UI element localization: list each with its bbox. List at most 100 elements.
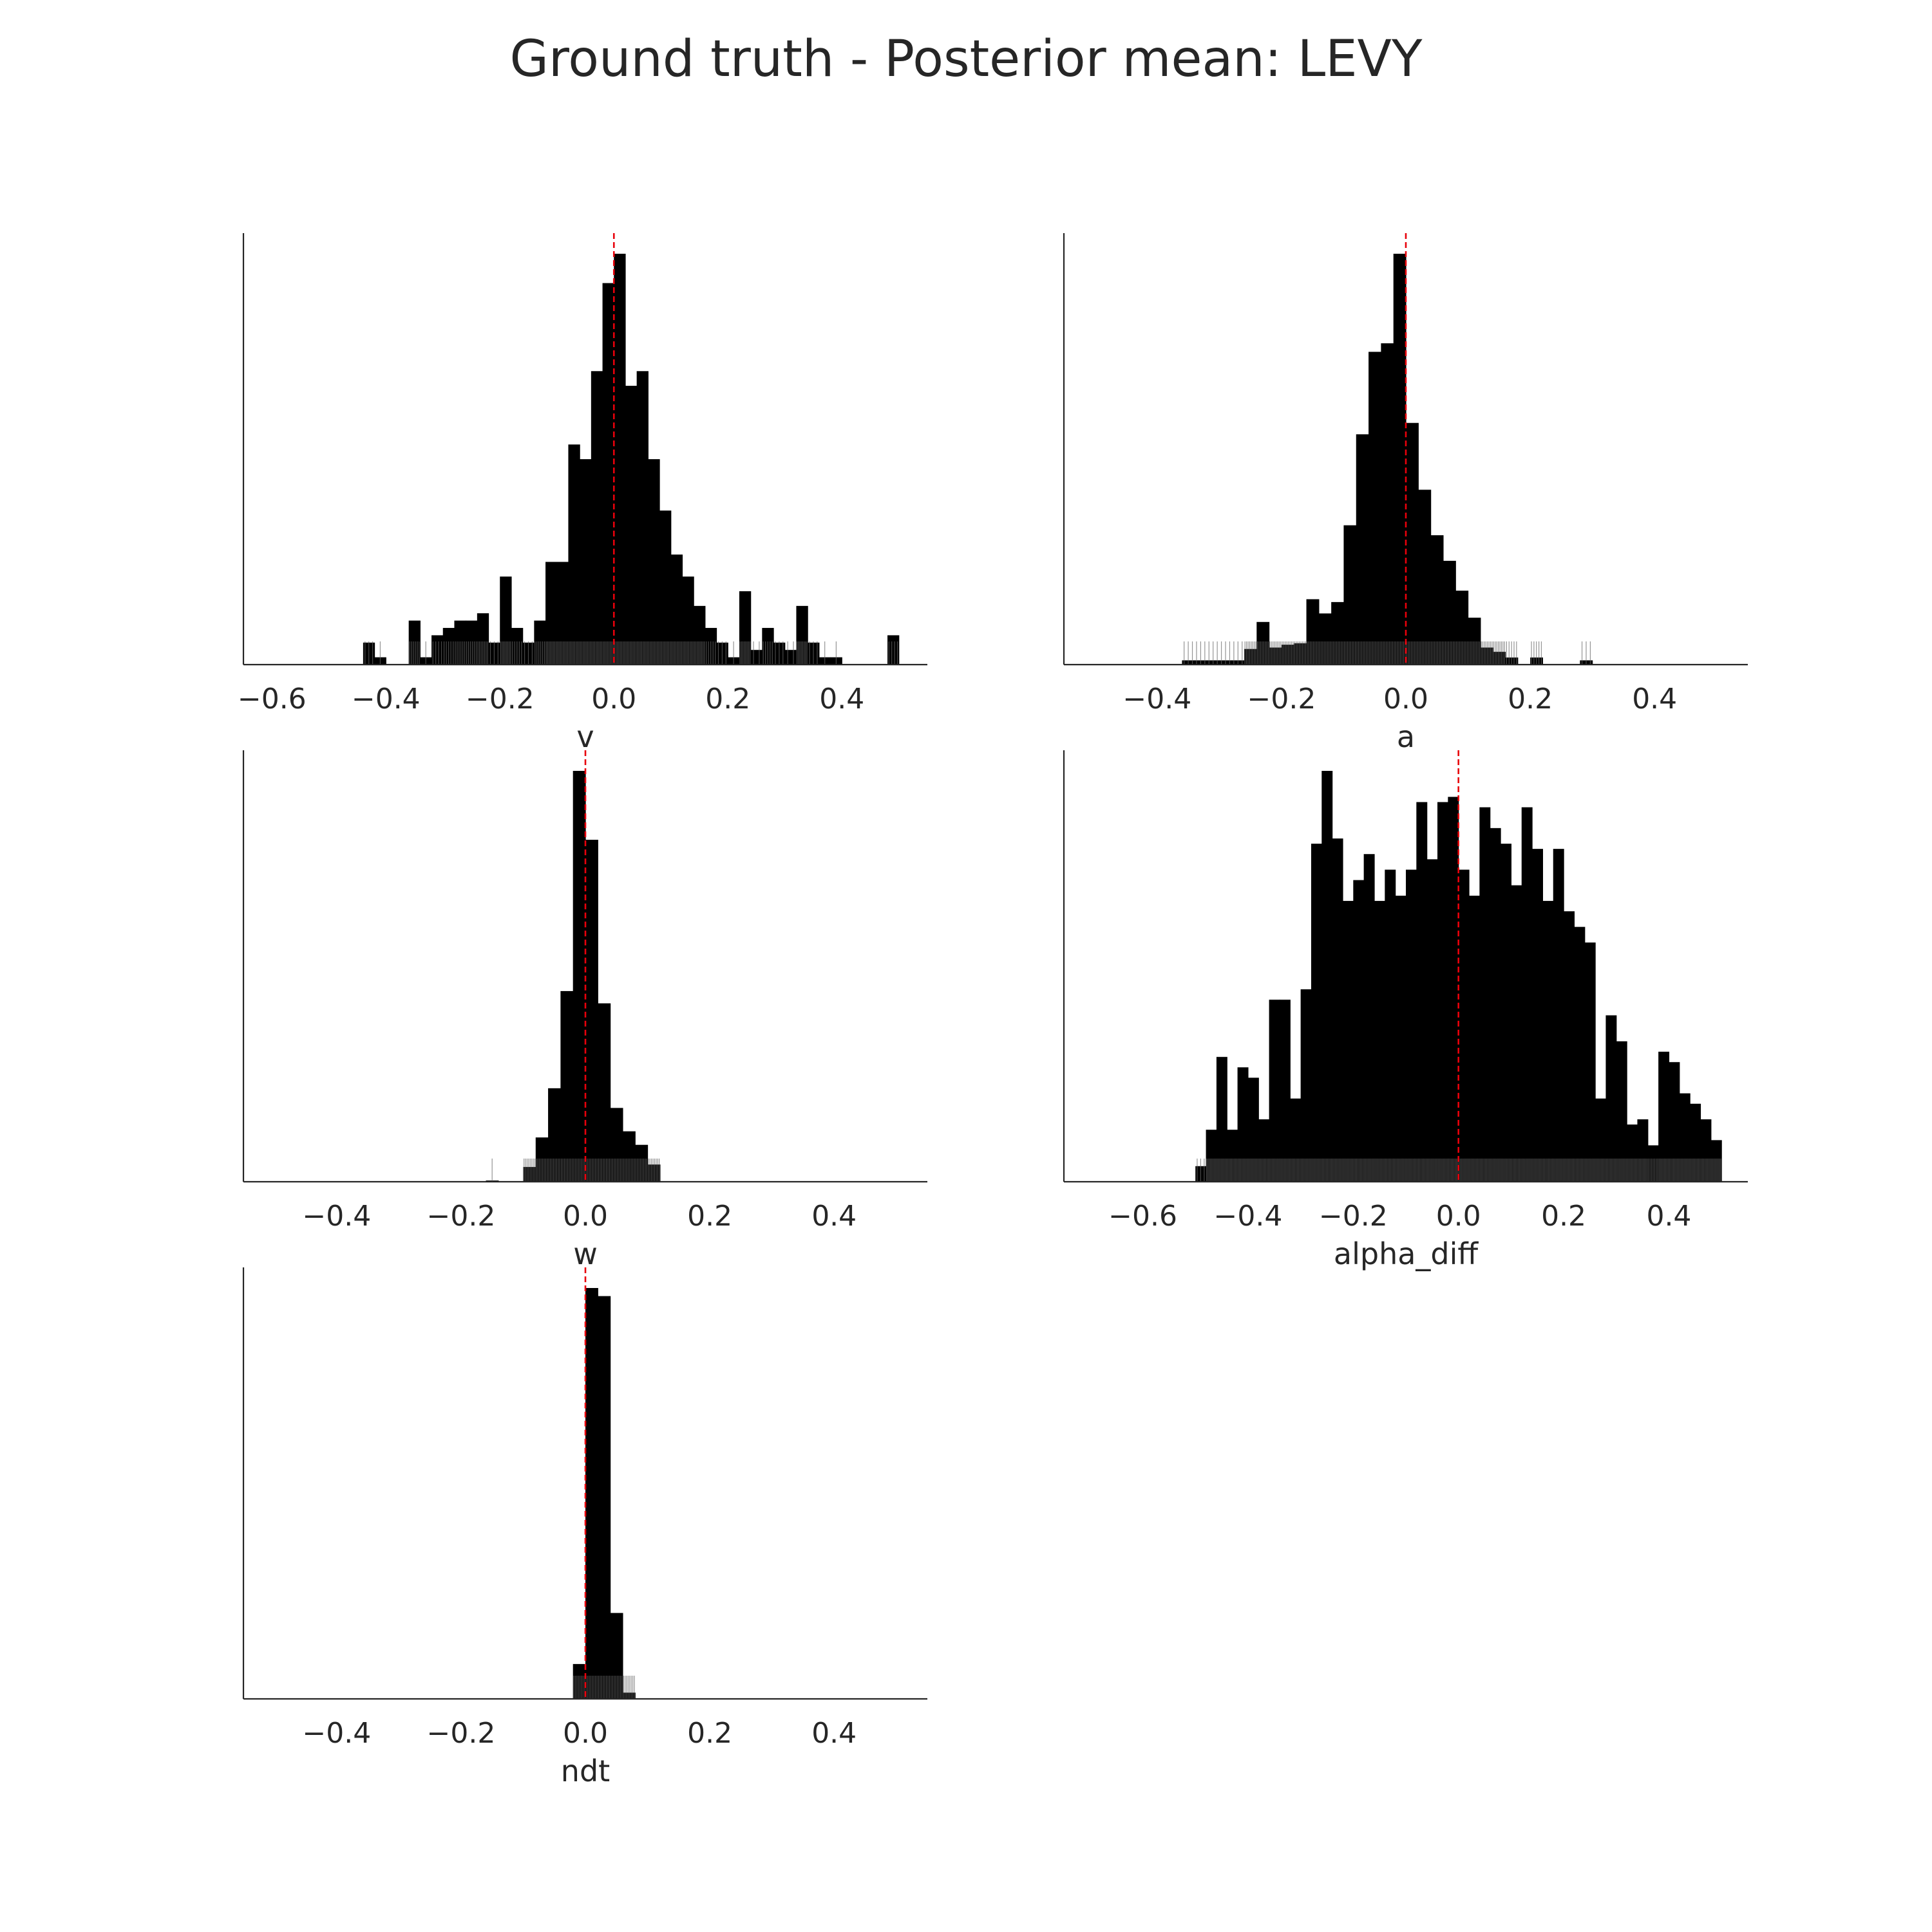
histogram-bar: [1511, 885, 1522, 1182]
histogram-bar: [1269, 999, 1280, 1182]
histogram-bar: [1468, 618, 1481, 665]
x-axis-label: alpha_diff: [1334, 1236, 1479, 1271]
x-tick-label: 0.2: [1508, 683, 1553, 715]
histogram-bar: [670, 554, 683, 665]
histogram-bar: [1237, 1067, 1249, 1182]
histogram-bar: [1247, 1077, 1259, 1182]
histogram-bar: [535, 1137, 549, 1182]
histogram-bar: [1353, 880, 1365, 1182]
histogram-bar: [1294, 643, 1307, 665]
histogram-bar: [598, 1296, 611, 1699]
x-tick-label: −0.4: [302, 1717, 371, 1750]
histogram-bar: [622, 1131, 636, 1182]
x-tick-label: 0.0: [563, 1200, 608, 1233]
x-tick-label: −0.2: [1319, 1200, 1388, 1233]
histogram-bar: [454, 620, 466, 665]
histogram-bar: [1343, 525, 1357, 665]
x-tick-label: 0.4: [1632, 683, 1677, 715]
histogram-panel-v: −0.6 −0.4 −0.2 0.0 0.2 0.4 v: [238, 233, 927, 754]
histogram-bar: [1669, 1062, 1680, 1182]
x-tick-label: 0.4: [819, 683, 864, 715]
histogram-bar: [625, 386, 638, 665]
histogram-bar: [1658, 1052, 1670, 1182]
histogram-bar: [610, 1613, 623, 1699]
histogram-bar: [647, 1164, 661, 1182]
histogram-bar: [1455, 591, 1469, 665]
histogram-bar: [1256, 621, 1270, 665]
histogram-bar: [648, 459, 660, 665]
histogram-bar: [1605, 1015, 1617, 1182]
histogram-bar: [750, 650, 762, 665]
histogram-bar: [1443, 560, 1456, 665]
histogram-bar: [602, 283, 614, 665]
x-tick-label: −0.2: [466, 683, 535, 715]
histogram-bar: [1342, 900, 1354, 1182]
histogram-bar: [659, 510, 672, 665]
x-axis-label: w: [573, 1236, 598, 1271]
histogram-bar: [1418, 489, 1432, 665]
histogram-bar: [1331, 601, 1345, 665]
histogram-bar: [610, 1108, 623, 1182]
histogram-bar: [1318, 613, 1332, 665]
histogram-bar: [1553, 849, 1564, 1182]
x-axis-label: v: [576, 719, 594, 754]
histogram-bar: [622, 1692, 636, 1699]
histogram-bar: [560, 990, 574, 1182]
histogram-bar: [1479, 807, 1491, 1182]
x-tick-label: 0.2: [687, 1200, 732, 1233]
histogram-bar: [568, 444, 580, 665]
histogram-bar: [1393, 254, 1406, 665]
histogram-bar: [1321, 771, 1333, 1182]
histogram-bar: [431, 635, 444, 665]
histogram-panel-a: −0.4 −0.2 0.0 0.2 0.4 a: [1063, 233, 1748, 754]
figure-title: Ground truth - Posterior mean: LEVY: [509, 30, 1422, 88]
histogram-bar: [585, 839, 598, 1182]
x-tick-label: −0.6: [238, 683, 307, 715]
histogram-bar: [1437, 802, 1448, 1182]
histogram-bar: [556, 562, 569, 665]
histogram-bar: [1416, 802, 1428, 1182]
histogram-bar: [796, 605, 808, 665]
histogram-bar: [1356, 434, 1369, 665]
x-tick-label: 0.4: [811, 1717, 857, 1750]
histogram-bar: [1458, 869, 1470, 1182]
histogram-bar: [548, 1088, 561, 1182]
histogram-bar: [1244, 649, 1257, 665]
histogram-bar: [1480, 647, 1493, 665]
x-tick-label: 0.0: [1436, 1200, 1481, 1233]
histogram-bar: [635, 1144, 649, 1182]
histogram-panel-alpha-diff: −0.6 −0.4 −0.2 0.0 0.2 0.4 alpha_diff: [1063, 750, 1748, 1271]
histogram-bar: [694, 605, 706, 665]
x-axis-label: ndt: [561, 1754, 610, 1788]
histogram-bar: [1269, 647, 1282, 665]
histogram-bar: [1368, 352, 1381, 665]
histogram-bar: [523, 1167, 536, 1182]
x-tick-label: −0.6: [1108, 1200, 1177, 1233]
histogram-bar: [1501, 844, 1511, 1182]
histogram-bar: [1532, 849, 1543, 1182]
histogram-bar: [1395, 895, 1406, 1182]
histogram-bar: [408, 620, 421, 665]
histogram-bar: [1584, 942, 1596, 1182]
histogram-bar: [466, 620, 478, 665]
x-tick-label: −0.2: [1247, 683, 1316, 715]
histogram-bar: [1448, 797, 1459, 1182]
histogram-panel-ndt: −0.4 −0.2 0.0 0.2 0.4 ndt: [242, 1267, 927, 1788]
x-tick-label: −0.4: [302, 1200, 371, 1233]
x-tick-label: 0.0: [591, 683, 636, 715]
histogram-bar: [591, 371, 603, 665]
x-tick-label: −0.4: [352, 683, 421, 715]
histogram-bar: [1493, 652, 1506, 665]
histogram-bar: [1374, 900, 1385, 1182]
histogram-bar: [1406, 422, 1419, 665]
histogram-panel-w: −0.4 −0.2 0.0 0.2 0.4 w: [242, 750, 927, 1271]
histogram-bar: [580, 459, 592, 665]
histogram-bar: [1490, 828, 1501, 1182]
histogram-bar: [1469, 895, 1480, 1182]
histogram-bar: [1216, 1057, 1227, 1182]
histogram-bar: [573, 1663, 586, 1699]
histogram-bar: [636, 371, 649, 665]
histogram-bar: [1564, 911, 1575, 1182]
histogram-bar: [614, 254, 626, 665]
histogram-bar: [1521, 807, 1533, 1182]
